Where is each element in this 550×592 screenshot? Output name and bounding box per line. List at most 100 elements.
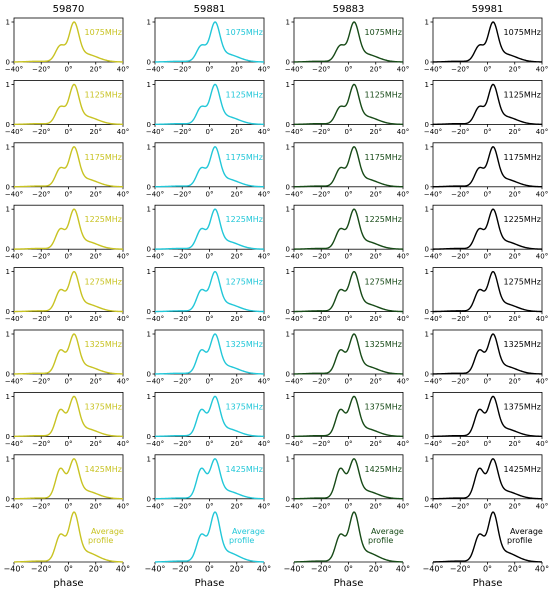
x-tick-label: −40° bbox=[146, 66, 164, 74]
x-tick-label: −20° bbox=[451, 190, 469, 198]
profile-line bbox=[432, 146, 543, 188]
x-tick-label: −40° bbox=[424, 502, 442, 510]
x-tick-label: 20° bbox=[370, 190, 382, 198]
average-profile-line bbox=[13, 511, 124, 563]
x-tick-label: 40° bbox=[397, 440, 409, 448]
x-tick-label: 0° bbox=[345, 378, 353, 386]
x-tick-label: 0° bbox=[484, 190, 492, 198]
x-tick-label: 20° bbox=[370, 315, 382, 323]
x-tick-label: −20° bbox=[312, 190, 330, 198]
x-tick-label: −40° bbox=[146, 440, 164, 448]
x-tick-label: −20° bbox=[32, 440, 50, 448]
x-tick-label: 20° bbox=[90, 66, 102, 74]
x-tick-label: −20° bbox=[451, 128, 469, 136]
panel-frame bbox=[13, 17, 124, 63]
x-tick-label: −40° bbox=[285, 128, 303, 136]
x-tick-label: −40° bbox=[424, 315, 442, 323]
x-tick-label: 0° bbox=[483, 565, 492, 574]
x-tick-label: 0° bbox=[206, 502, 214, 510]
x-tick-label: 40° bbox=[397, 502, 409, 510]
y-tick-label: 1 bbox=[286, 19, 290, 27]
x-tick-label: 40° bbox=[536, 190, 548, 198]
x-tick-label: 0° bbox=[65, 66, 73, 74]
frequency-label: 1075MHz bbox=[504, 28, 541, 37]
x-tick-label: −20° bbox=[32, 315, 50, 323]
profile-line bbox=[13, 395, 124, 438]
panel-frame bbox=[432, 391, 543, 437]
y-tick-label: 1 bbox=[286, 206, 290, 214]
x-tick-label: −40° bbox=[285, 66, 303, 74]
profile-line bbox=[154, 395, 265, 438]
x-tick-label: −40° bbox=[423, 565, 444, 574]
y-tick-label: 0 bbox=[6, 308, 10, 316]
frequency-label: 1225MHz bbox=[504, 215, 541, 224]
x-tick-label: −20° bbox=[312, 128, 330, 136]
panel-frame bbox=[293, 80, 404, 125]
x-tick-label: 0° bbox=[206, 128, 214, 136]
panel-frame bbox=[13, 391, 124, 437]
x-tick-label: 40° bbox=[117, 128, 129, 136]
profile-line bbox=[293, 21, 404, 63]
y-tick-label: 0 bbox=[425, 433, 429, 441]
y-tick-label: 0 bbox=[286, 246, 290, 254]
x-tick-label: −40° bbox=[5, 502, 23, 510]
x-tick-label: −40° bbox=[5, 66, 23, 74]
x-tick-label: 20° bbox=[231, 315, 243, 323]
x-tick-label: 40° bbox=[536, 128, 548, 136]
x-tick-label: −20° bbox=[32, 128, 50, 136]
x-tick-label: −20° bbox=[32, 378, 50, 386]
frequency-label: 1175MHz bbox=[85, 153, 122, 162]
y-tick-label: 0 bbox=[425, 495, 429, 503]
panel-frame bbox=[154, 391, 265, 437]
x-tick-label: −20° bbox=[173, 315, 191, 323]
x-tick-label: 40° bbox=[536, 502, 548, 510]
x-tick-label: −20° bbox=[32, 66, 50, 74]
panel-frame bbox=[293, 142, 404, 188]
profile-line bbox=[293, 395, 404, 438]
x-tick-label: 0° bbox=[345, 440, 353, 448]
y-tick-label: 0 bbox=[147, 308, 151, 316]
profile-line bbox=[13, 270, 124, 313]
column-title: 59870 bbox=[53, 4, 85, 15]
x-tick-label: −20° bbox=[173, 128, 191, 136]
y-tick-label: 1 bbox=[147, 81, 151, 89]
profile-line bbox=[293, 146, 404, 188]
profile-line bbox=[432, 458, 543, 500]
frequency-label: 1125MHz bbox=[365, 90, 402, 99]
y-tick-label: 1 bbox=[6, 81, 10, 89]
y-tick-label: 1 bbox=[147, 331, 151, 339]
x-tick-label: −20° bbox=[173, 502, 191, 510]
y-tick-label: 0 bbox=[147, 183, 151, 191]
frequency-label: 1125MHz bbox=[226, 90, 263, 99]
panel-frame bbox=[432, 142, 543, 188]
x-tick-label: 20° bbox=[509, 128, 521, 136]
x-tick-label: 20° bbox=[508, 565, 522, 574]
x-tick-label: 40° bbox=[397, 378, 409, 386]
x-tick-label: 40° bbox=[117, 378, 129, 386]
x-tick-label: 40° bbox=[117, 440, 129, 448]
x-tick-label: 20° bbox=[90, 502, 102, 510]
x-axis-label: Phase bbox=[334, 578, 364, 589]
y-tick-label: 0 bbox=[286, 183, 290, 191]
frequency-label: 1175MHz bbox=[504, 153, 541, 162]
panel-frame bbox=[13, 142, 124, 188]
x-tick-label: 40° bbox=[535, 565, 549, 574]
x-tick-label: 20° bbox=[370, 378, 382, 386]
x-tick-label: −20° bbox=[173, 190, 191, 198]
y-tick-label: 0 bbox=[147, 59, 151, 67]
y-tick-label: 0 bbox=[425, 371, 429, 379]
y-tick-label: 1 bbox=[286, 268, 290, 276]
x-tick-label: 0° bbox=[484, 440, 492, 448]
y-tick-label: 1 bbox=[425, 455, 429, 463]
x-tick-label: −20° bbox=[173, 253, 191, 261]
y-tick-label: 0 bbox=[425, 121, 429, 129]
y-tick-label: 1 bbox=[147, 268, 151, 276]
average-profile-line bbox=[154, 511, 265, 563]
y-tick-label: 1 bbox=[6, 393, 10, 401]
x-tick-label: 40° bbox=[397, 190, 409, 198]
x-tick-label: −40° bbox=[285, 190, 303, 198]
x-tick-label: −20° bbox=[451, 378, 469, 386]
x-tick-label: 0° bbox=[345, 502, 353, 510]
x-tick-label: 0° bbox=[206, 315, 214, 323]
frequency-label: 1275MHz bbox=[226, 278, 263, 287]
